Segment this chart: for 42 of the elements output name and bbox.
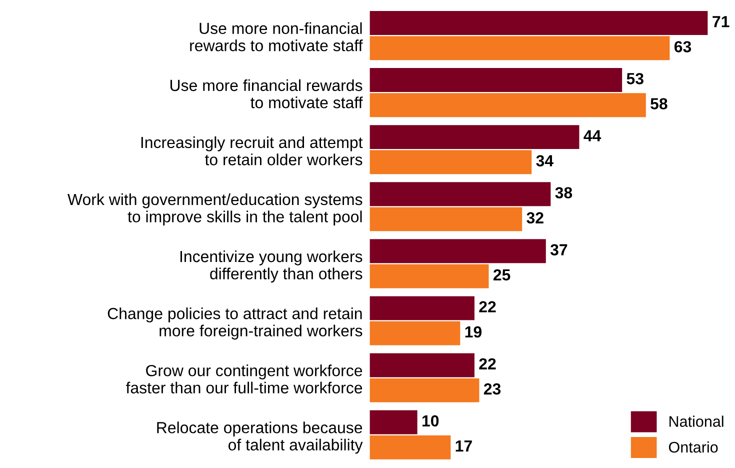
y-tick-label: Grow our contingent workforce faster than our full-time workforce — [126, 364, 362, 394]
data-label: 10 — [422, 415, 439, 427]
data-label: 17 — [456, 440, 472, 452]
data-label: 34 — [536, 155, 554, 166]
bar — [370, 36, 670, 60]
bar — [370, 239, 546, 264]
bar — [370, 264, 489, 288]
bar — [370, 353, 474, 378]
y-tick-label: Relocate operations because of talent availability — [157, 422, 363, 454]
data-label: 71 — [712, 16, 730, 28]
data-label: 37 — [550, 244, 568, 256]
y-tick-label: Incentivize young workers differently than others — [180, 250, 362, 283]
data-label: 63 — [674, 41, 692, 52]
data-label: 58 — [650, 98, 668, 110]
y-tick-label: Increasingly recruit and attempt to retain older workers — [141, 136, 363, 166]
data-label: 22 — [479, 301, 496, 312]
bar — [370, 378, 480, 402]
data-label: 23 — [484, 383, 501, 395]
bar — [370, 93, 646, 118]
y-tick-label: Change policies to attract and retain more foreign-trained workers — [108, 307, 362, 340]
bar — [370, 435, 451, 460]
data-label: 32 — [526, 212, 544, 224]
data-label: 19 — [465, 326, 482, 338]
bar — [370, 150, 532, 174]
bar — [370, 182, 551, 206]
y-tick-label: Work with government/education systems to improve skills in the talent pool — [68, 193, 362, 226]
bar — [370, 296, 474, 320]
bar — [370, 410, 418, 434]
bar — [370, 321, 460, 346]
data-label: 22 — [479, 358, 496, 370]
data-label: 25 — [493, 269, 510, 281]
bar — [370, 68, 622, 92]
data-label: 44 — [584, 130, 602, 142]
data-label: 38 — [555, 187, 572, 198]
bar — [370, 207, 522, 232]
bar — [370, 11, 708, 35]
bar — [370, 125, 580, 150]
legend-label: Ontario — [668, 441, 718, 453]
y-tick-label: Use more financial rewards to motivate staff — [170, 79, 363, 108]
data-label: 53 — [626, 73, 644, 84]
legend-label: National — [670, 416, 724, 427]
y-tick-label: Use more non-financial rewards to motivate staff — [190, 22, 363, 52]
